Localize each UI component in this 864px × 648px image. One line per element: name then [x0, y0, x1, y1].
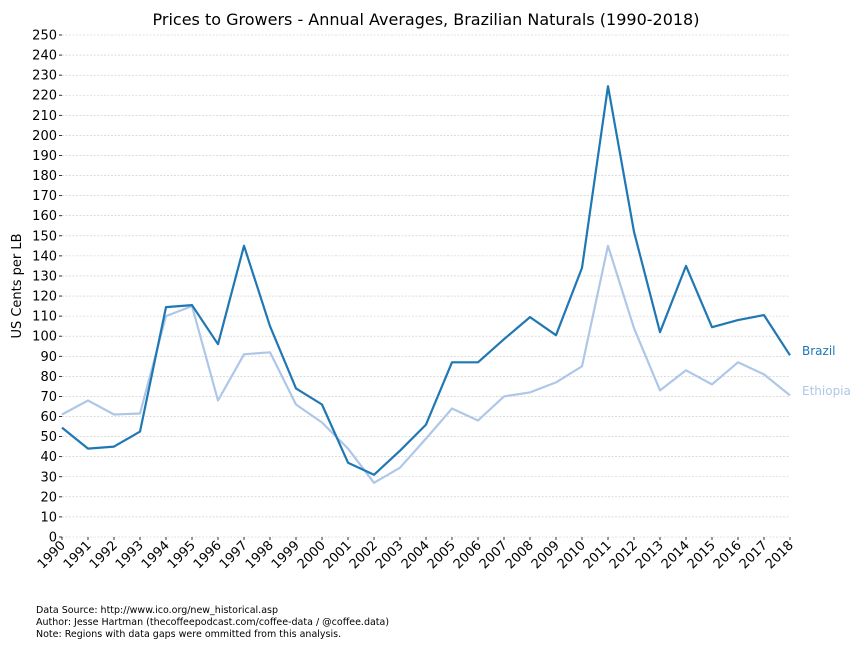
footer-author: Author: Jesse Hartman (thecoffeepodcast.… [36, 617, 390, 628]
series-label-ethiopia: Ethiopia [802, 384, 851, 398]
y-tick-label-150: 150 [32, 229, 57, 244]
series-labels: Brazil Ethiopia [802, 344, 851, 398]
x-axis: 1990199119921993199419951996199719981999… [35, 537, 797, 572]
y-tick-label-30: 30 [40, 470, 57, 485]
y-tick-label-140: 140 [32, 249, 57, 264]
x-tick-label-2005: 2005 [425, 538, 459, 572]
y-tick-label-170: 170 [32, 189, 57, 204]
y-tick-label-110: 110 [32, 310, 57, 325]
x-tick-label-2012: 2012 [607, 538, 641, 572]
x-tick-label-2002: 2002 [347, 538, 381, 572]
x-tick-label-2004: 2004 [399, 538, 433, 572]
y-tick-label-50: 50 [40, 430, 57, 445]
y-tick-label-100: 100 [32, 330, 57, 345]
x-tick-label-1991: 1991 [61, 538, 95, 572]
y-tick-label-20: 20 [40, 490, 57, 505]
series-line-ethiopia [61, 244, 791, 484]
x-tick-label-2014: 2014 [659, 538, 693, 572]
x-tick-label-1990: 1990 [35, 538, 69, 572]
y-tick-label-10: 10 [40, 510, 57, 525]
x-tick-label-2007: 2007 [477, 538, 511, 572]
y-tick-label-180: 180 [32, 169, 57, 184]
x-tick-label-2006: 2006 [451, 538, 485, 572]
y-tick-label-160: 160 [32, 209, 57, 224]
y-tick-label-230: 230 [32, 69, 57, 84]
y-tick-label-80: 80 [40, 370, 57, 385]
x-tick-label-2017: 2017 [737, 538, 771, 572]
y-tick-label-130: 130 [32, 269, 57, 284]
x-tick-label-2015: 2015 [685, 538, 719, 572]
x-tick-label-1997: 1997 [217, 538, 251, 572]
x-tick-label-2000: 2000 [295, 538, 329, 572]
y-tick-label-70: 70 [40, 390, 57, 405]
x-tick-label-1999: 1999 [269, 538, 303, 572]
footer-note: Note: Regions with data gaps were ommitt… [36, 629, 342, 640]
x-tick-label-2010: 2010 [555, 538, 589, 572]
x-tick-label-1998: 1998 [243, 538, 277, 572]
x-tick-label-2016: 2016 [711, 538, 745, 572]
y-tick-label-0: 0 [49, 531, 57, 546]
x-tick-label-2008: 2008 [503, 538, 537, 572]
y-axis-label: US Cents per LB [10, 233, 25, 338]
y-tick-label-210: 210 [32, 109, 57, 124]
series-lines [61, 85, 791, 484]
y-tick-label-220: 220 [32, 89, 57, 104]
x-tick-label-1996: 1996 [191, 538, 225, 572]
y-tick-label-40: 40 [40, 450, 57, 465]
x-tick-label-1993: 1993 [113, 538, 147, 572]
y-tick-label-250: 250 [32, 29, 57, 44]
y-axis: 0 10 20 30 40 50 60 70 80 90 100 110 120 130 140 150 160… [32, 29, 62, 546]
x-tick-label-1995: 1995 [165, 538, 199, 572]
chart-footer: Data Source: http://www.ico.org/new_hist… [36, 605, 389, 641]
x-tick-label-2011: 2011 [581, 538, 615, 572]
x-tick-label-1994: 1994 [139, 538, 173, 572]
x-tick-label-1992: 1992 [87, 538, 121, 572]
y-tick-label-90: 90 [40, 350, 57, 365]
series-label-brazil: Brazil [802, 344, 836, 358]
y-tick-label-60: 60 [40, 410, 57, 425]
y-tick-label-240: 240 [32, 49, 57, 64]
footer-data-source: Data Source: http://www.ico.org/new_hist… [36, 605, 279, 616]
y-tick-label-120: 120 [32, 290, 57, 305]
chart-title: Prices to Growers - Annual Averages, Bra… [153, 10, 700, 29]
x-tick-label-2001: 2001 [321, 538, 355, 572]
series-line-brazil [61, 85, 791, 476]
gridlines [62, 34, 790, 538]
y-tick-label-200: 200 [32, 129, 57, 144]
x-tick-label-2009: 2009 [529, 538, 563, 572]
y-tick-label-190: 190 [32, 149, 57, 164]
x-tick-label-2018: 2018 [763, 538, 797, 572]
x-tick-label-2013: 2013 [633, 538, 667, 572]
x-tick-label-2003: 2003 [373, 538, 407, 572]
